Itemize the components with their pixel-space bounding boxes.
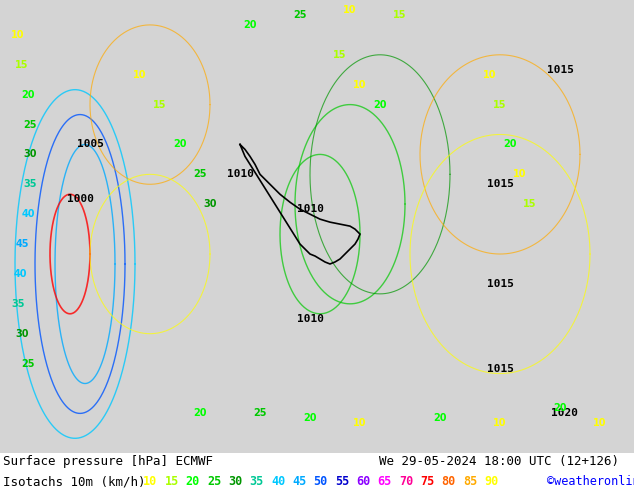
Text: 90: 90 <box>484 475 498 489</box>
Text: 10: 10 <box>133 70 146 80</box>
Text: 1010: 1010 <box>297 204 323 214</box>
Text: 1005: 1005 <box>77 140 103 149</box>
Text: 15: 15 <box>493 99 507 110</box>
Text: 45: 45 <box>292 475 307 489</box>
Text: 20: 20 <box>243 20 257 30</box>
Text: 40: 40 <box>22 209 35 219</box>
Text: 20: 20 <box>553 403 567 414</box>
Text: 1010: 1010 <box>297 314 323 324</box>
Text: 15: 15 <box>393 10 407 20</box>
Text: 10: 10 <box>11 30 25 40</box>
Text: 20: 20 <box>303 414 317 423</box>
Text: 50: 50 <box>314 475 328 489</box>
Text: 25: 25 <box>294 10 307 20</box>
Text: 35: 35 <box>23 179 37 189</box>
Text: 1010: 1010 <box>226 170 254 179</box>
Text: 30: 30 <box>228 475 243 489</box>
Text: 1015: 1015 <box>486 179 514 189</box>
Text: 85: 85 <box>463 475 477 489</box>
Text: 45: 45 <box>15 239 29 249</box>
Text: 1015: 1015 <box>547 65 574 75</box>
Text: We 29-05-2024 18:00 UTC (12+126): We 29-05-2024 18:00 UTC (12+126) <box>379 455 619 468</box>
Text: 35: 35 <box>250 475 264 489</box>
Text: 70: 70 <box>399 475 413 489</box>
Text: 10: 10 <box>353 80 366 90</box>
Text: 10: 10 <box>493 418 507 428</box>
Text: 15: 15 <box>15 60 29 70</box>
Text: 35: 35 <box>11 299 25 309</box>
Text: 1000: 1000 <box>67 194 93 204</box>
Text: 15: 15 <box>153 99 167 110</box>
Text: 80: 80 <box>442 475 456 489</box>
Text: 15: 15 <box>523 199 537 209</box>
Text: 15: 15 <box>164 475 179 489</box>
Text: 1015: 1015 <box>486 279 514 289</box>
Text: 20: 20 <box>193 408 207 418</box>
Text: 30: 30 <box>204 199 217 209</box>
Text: 40: 40 <box>13 269 27 279</box>
Text: 60: 60 <box>356 475 370 489</box>
Text: 20: 20 <box>22 90 35 99</box>
Text: 25: 25 <box>23 120 37 129</box>
Text: 10: 10 <box>353 418 366 428</box>
Text: 20: 20 <box>503 140 517 149</box>
Text: 1015: 1015 <box>486 364 514 373</box>
Text: 40: 40 <box>271 475 285 489</box>
Text: 75: 75 <box>420 475 434 489</box>
Text: 10: 10 <box>343 5 357 15</box>
Text: ©weatheronline.co.uk: ©weatheronline.co.uk <box>547 475 634 489</box>
Text: 25: 25 <box>193 170 207 179</box>
Text: 1020: 1020 <box>552 408 578 418</box>
Text: 25: 25 <box>253 408 267 418</box>
Text: 15: 15 <box>333 50 347 60</box>
Text: 20: 20 <box>173 140 187 149</box>
Text: 10: 10 <box>483 70 497 80</box>
Text: Surface pressure [hPa] ECMWF: Surface pressure [hPa] ECMWF <box>3 455 213 468</box>
Text: 10: 10 <box>593 418 607 428</box>
Text: 65: 65 <box>378 475 392 489</box>
Text: Isotachs 10m (km/h): Isotachs 10m (km/h) <box>3 475 146 489</box>
Text: 20: 20 <box>433 414 447 423</box>
Text: 30: 30 <box>15 329 29 339</box>
Text: 20: 20 <box>373 99 387 110</box>
Text: 30: 30 <box>23 149 37 159</box>
Text: 10: 10 <box>514 170 527 179</box>
Text: 55: 55 <box>335 475 349 489</box>
Text: 25: 25 <box>22 359 35 368</box>
Text: 25: 25 <box>207 475 221 489</box>
Text: 20: 20 <box>186 475 200 489</box>
Text: 10: 10 <box>143 475 157 489</box>
